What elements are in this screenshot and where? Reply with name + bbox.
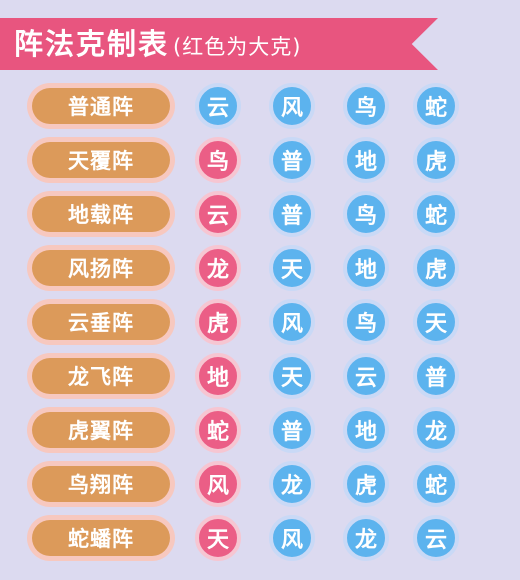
counter-badge: 地 xyxy=(343,407,389,453)
title-subtitle: (红色为大克) xyxy=(173,35,302,59)
formation-pill: 龙飞阵 xyxy=(27,353,175,399)
formation-name: 龙飞阵 xyxy=(32,358,170,394)
formation-name: 蛇蟠阵 xyxy=(32,520,170,556)
counter-badge: 鸟 xyxy=(343,299,389,345)
counter-badge: 蛇 xyxy=(413,83,459,129)
table-row: 风扬阵龙天地虎 xyxy=(0,242,520,294)
title-text: 阵法克制表 xyxy=(14,27,170,61)
formation-pill: 虎翼阵 xyxy=(27,407,175,453)
counter-badge: 龙 xyxy=(413,407,459,453)
formation-name: 普通阵 xyxy=(32,88,170,124)
formation-pill: 云垂阵 xyxy=(27,299,175,345)
counter-badge: 云 xyxy=(195,83,241,129)
formation-pill: 地载阵 xyxy=(27,191,175,237)
table-row: 蛇蟠阵天风龙云 xyxy=(0,512,520,564)
counter-badge: 云 xyxy=(413,515,459,561)
counter-badge: 蛇 xyxy=(413,461,459,507)
formation-name: 天覆阵 xyxy=(32,142,170,178)
counter-badge: 虎 xyxy=(413,245,459,291)
counter-badge: 龙 xyxy=(343,515,389,561)
counter-badge: 地 xyxy=(343,137,389,183)
formation-pill: 天覆阵 xyxy=(27,137,175,183)
counter-badge: 风 xyxy=(269,83,315,129)
counter-badge: 普 xyxy=(269,137,315,183)
counter-badge: 天 xyxy=(269,245,315,291)
counter-badge: 鸟 xyxy=(343,83,389,129)
counter-badge: 普 xyxy=(269,191,315,237)
counter-badge: 虎 xyxy=(413,137,459,183)
table-row: 地载阵云普鸟蛇 xyxy=(0,188,520,240)
strong-counter-badge: 天 xyxy=(195,515,241,561)
counter-badge: 地 xyxy=(343,245,389,291)
formation-name: 虎翼阵 xyxy=(32,412,170,448)
strong-counter-badge: 蛇 xyxy=(195,407,241,453)
table-row: 鸟翔阵风龙虎蛇 xyxy=(0,458,520,510)
table-row: 云垂阵虎风鸟天 xyxy=(0,296,520,348)
counter-badge: 天 xyxy=(413,299,459,345)
table-row: 龙飞阵地天云普 xyxy=(0,350,520,402)
formation-name: 地载阵 xyxy=(32,196,170,232)
strong-counter-badge: 虎 xyxy=(195,299,241,345)
counter-badge: 蛇 xyxy=(413,191,459,237)
counter-badge: 天 xyxy=(269,353,315,399)
counter-badge: 龙 xyxy=(269,461,315,507)
formation-name: 风扬阵 xyxy=(32,250,170,286)
counter-badge: 普 xyxy=(413,353,459,399)
formation-name: 云垂阵 xyxy=(32,304,170,340)
title-banner: 阵法克制表 (红色为大克) xyxy=(0,18,438,70)
counter-badge: 风 xyxy=(269,515,315,561)
page-title: 阵法克制表 (红色为大克) xyxy=(14,24,301,67)
formation-pill: 风扬阵 xyxy=(27,245,175,291)
table-row: 普通阵云风鸟蛇 xyxy=(0,80,520,132)
formation-pill: 鸟翔阵 xyxy=(27,461,175,507)
strong-counter-badge: 鸟 xyxy=(195,137,241,183)
strong-counter-badge: 龙 xyxy=(195,245,241,291)
formation-name: 鸟翔阵 xyxy=(32,466,170,502)
counter-badge: 虎 xyxy=(343,461,389,507)
counter-badge: 普 xyxy=(269,407,315,453)
table-row: 天覆阵鸟普地虎 xyxy=(0,134,520,186)
counter-badge: 鸟 xyxy=(343,191,389,237)
strong-counter-badge: 云 xyxy=(195,191,241,237)
table-row: 虎翼阵蛇普地龙 xyxy=(0,404,520,456)
counter-badge: 云 xyxy=(343,353,389,399)
strong-counter-badge: 风 xyxy=(195,461,241,507)
strong-counter-badge: 地 xyxy=(195,353,241,399)
counter-badge: 风 xyxy=(269,299,315,345)
formation-pill: 普通阵 xyxy=(27,83,175,129)
formation-pill: 蛇蟠阵 xyxy=(27,515,175,561)
